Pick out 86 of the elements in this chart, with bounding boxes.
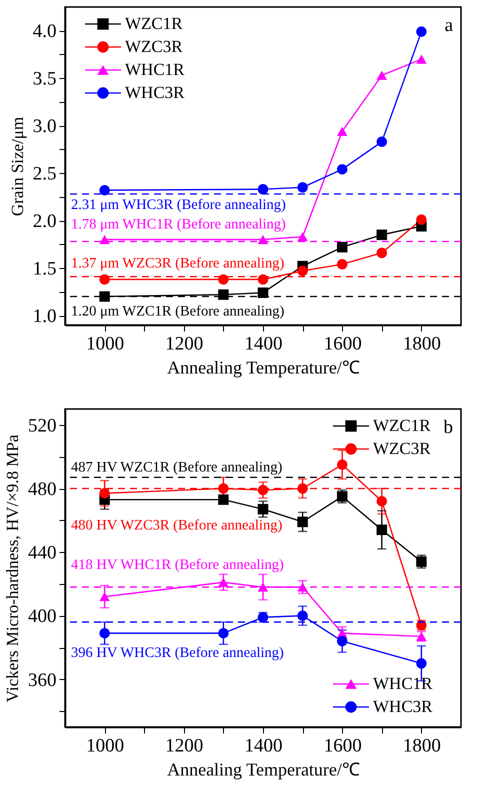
point [336,126,348,136]
point [336,636,348,646]
ref-line-label: 480 HV WZC3R (Before annealing) [71,518,282,534]
legend-label: WHC1R [125,60,186,79]
x-tick-label: 1600 [324,736,362,756]
point [297,516,308,528]
point [258,287,268,298]
ref-line-label: 2.31 μm WHC3R (Before annealing) [71,197,286,214]
legend-label: WZC1R [125,14,184,33]
point [376,496,388,506]
annotation: a [444,15,454,36]
y-tick-label: 1.0 [32,306,56,328]
point [336,491,348,502]
y-tick-label: 1.5 [32,258,56,280]
point [99,488,110,499]
point [376,230,388,240]
legend-label: WHC3R [373,697,434,716]
x-tick-label: 1600 [324,334,362,354]
ref-line-label: 1.37 μm WZC3R (Before annealing) [71,256,284,272]
point [336,259,348,270]
x-tick-label: 1800 [402,736,441,756]
point [99,592,110,602]
point [218,289,229,300]
ref-line-label: 1.78 μm WHC1R (Before annealing) [71,216,286,232]
ref-line-label: 487 HV WZC1R (Before annealing) [71,459,282,476]
point [336,459,348,470]
point [99,628,110,638]
x-tick-label: 1400 [244,334,282,354]
point [376,524,388,536]
ref-line-label: 418 HV WHC1R (Before annealing) [71,557,284,574]
y-tick-label: 2.0 [32,211,56,232]
point [258,184,268,194]
annotation: b [444,417,453,438]
point [416,54,427,64]
legend-label: WZC3R [373,439,432,458]
point [376,70,388,80]
point [99,184,110,196]
point [297,610,308,621]
legend-label: WHC1R [373,674,434,693]
legend-label: WZC1R [373,416,432,435]
point [218,494,229,505]
x-tick-label: 1200 [165,334,204,354]
point [297,266,308,276]
y-tick-label: 440 [28,542,56,564]
x-tick-label: 1800 [402,334,441,354]
point [99,274,110,285]
point [376,248,388,258]
point [336,164,348,175]
x-tick-label: 1400 [244,736,282,756]
point [297,182,308,193]
point [99,291,110,302]
legend-label: WZC3R [125,37,184,56]
ref-line-label: 396 HV WHC3R (Before annealing) [71,645,284,662]
point [258,484,268,496]
point [218,483,229,494]
point [336,242,348,252]
ref-line-label: 1.20 μm WZC1R (Before annealing) [71,304,284,320]
point [258,582,268,592]
y-tick-label: 360 [28,670,56,691]
point [376,136,388,148]
legend-label: WHC3R [125,83,186,102]
point [416,214,427,225]
x-axis-title: Annealing Temperature/℃ [167,760,360,780]
y-tick-label: 400 [28,606,56,628]
point [218,578,229,587]
point [416,658,427,669]
y-tick-label: 3.5 [32,68,56,90]
x-axis-title: Annealing Temperature/℃ [167,358,360,378]
y-axis-title: Grain Size/μm [8,116,27,216]
y-tick-label: 520 [28,415,56,436]
point [297,483,308,494]
y-tick-label: 3.0 [32,116,56,138]
x-tick-label: 1000 [86,334,124,354]
x-tick-label: 1200 [165,736,204,756]
y-tick-label: 4.0 [32,21,56,42]
point [218,628,229,638]
y-tick-label: 2.5 [32,164,56,185]
y-tick-label: 480 [28,479,56,500]
y-axis-title: Vickers Micro-hardness, HV/×9.8 MPa [3,434,22,702]
point [258,274,268,285]
point [99,235,110,244]
point [258,504,268,514]
point [297,232,308,242]
point [218,274,229,285]
point [416,26,427,37]
x-tick-label: 1000 [86,736,124,756]
